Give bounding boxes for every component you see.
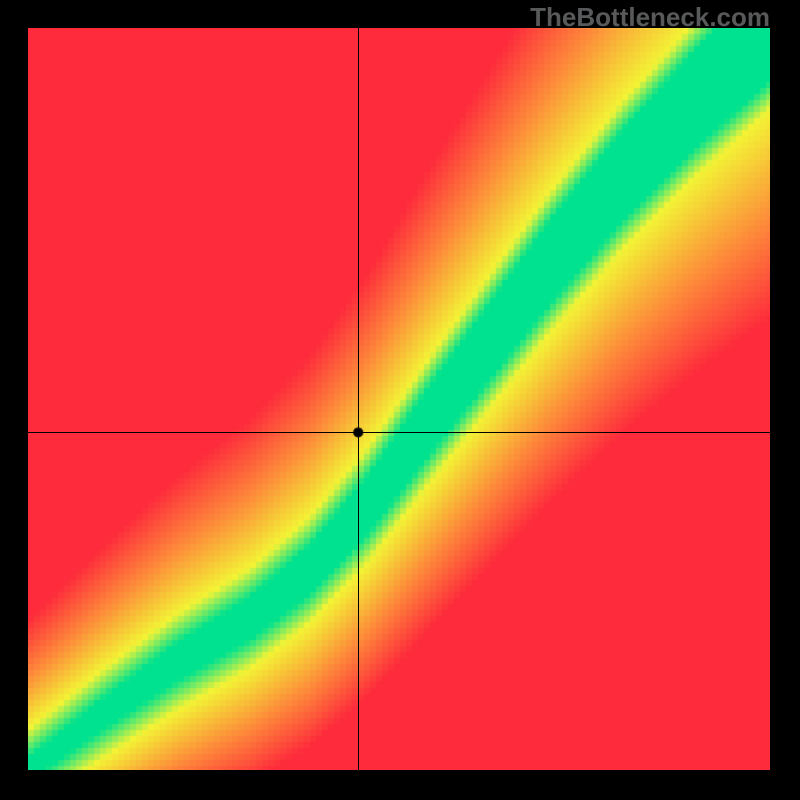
watermark-text: TheBottleneck.com <box>530 2 770 33</box>
bottleneck-heatmap <box>28 28 770 770</box>
crosshair-vertical-line <box>358 28 359 770</box>
crosshair-horizontal-line <box>28 432 770 433</box>
